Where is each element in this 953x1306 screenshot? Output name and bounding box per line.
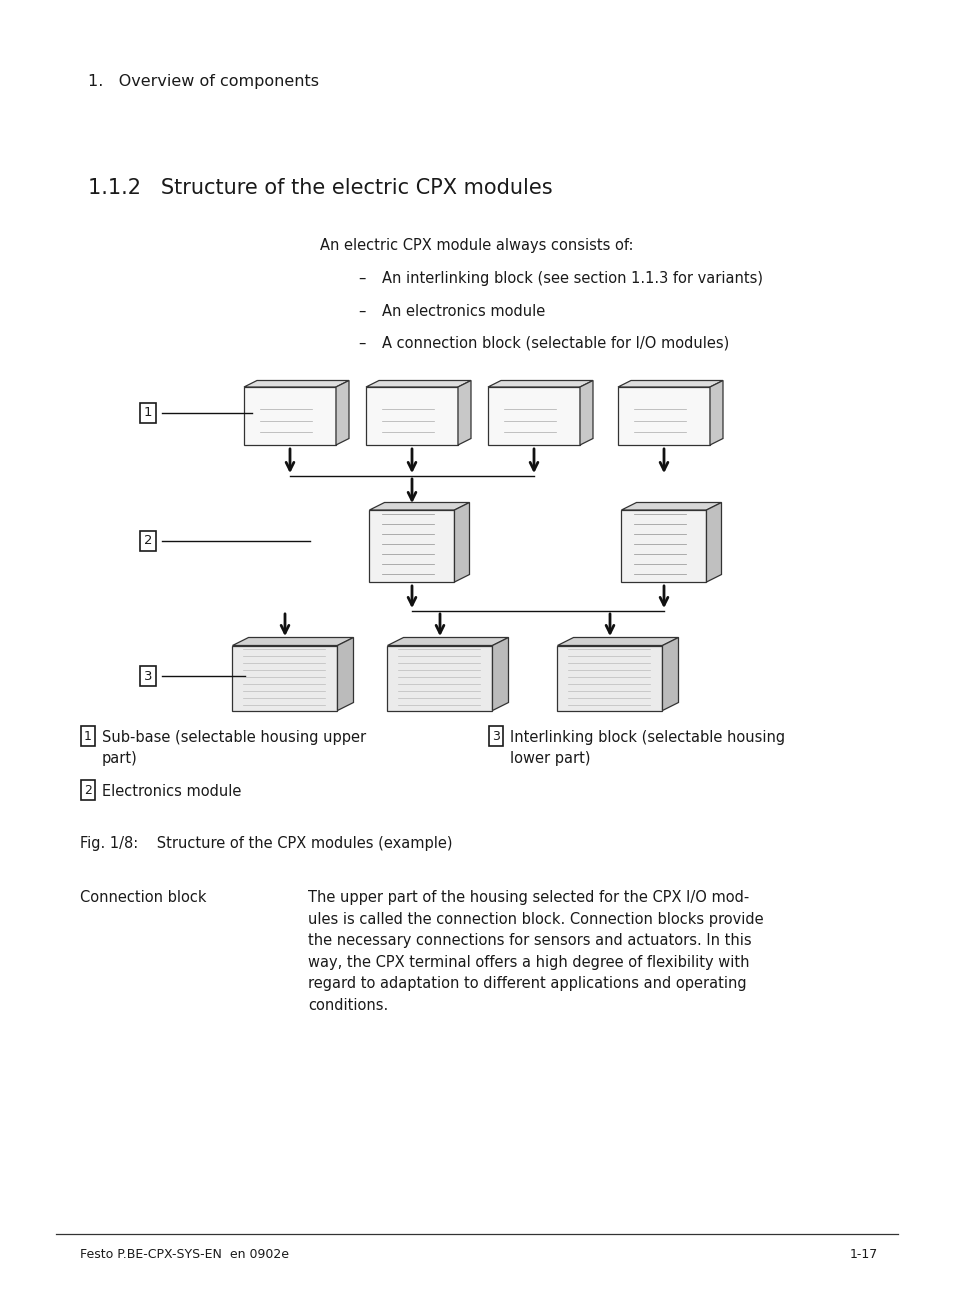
Polygon shape (233, 645, 337, 710)
Polygon shape (492, 637, 508, 710)
Text: The upper part of the housing selected for the CPX I/O mod-
ules is called the c: The upper part of the housing selected f… (308, 889, 762, 1013)
Polygon shape (337, 637, 354, 710)
Polygon shape (233, 637, 354, 645)
Polygon shape (335, 380, 349, 445)
Text: –: – (357, 304, 365, 319)
Polygon shape (366, 380, 471, 387)
Text: A connection block (selectable for I/O modules): A connection block (selectable for I/O m… (381, 336, 728, 351)
Polygon shape (488, 387, 579, 445)
Text: Electronics module: Electronics module (102, 784, 241, 799)
Polygon shape (620, 503, 720, 511)
Polygon shape (369, 503, 469, 511)
Text: 1: 1 (144, 406, 152, 419)
Text: 1.1.2   Structure of the electric CPX modules: 1.1.2 Structure of the electric CPX modu… (88, 178, 552, 199)
Text: 1: 1 (84, 730, 91, 743)
Polygon shape (618, 387, 709, 445)
Text: 1.   Overview of components: 1. Overview of components (88, 74, 318, 89)
Text: 1-17: 1-17 (849, 1249, 877, 1262)
Polygon shape (387, 637, 508, 645)
Text: Festo P.BE-CPX-SYS-EN  en 0902e: Festo P.BE-CPX-SYS-EN en 0902e (80, 1249, 289, 1262)
Text: Interlinking block (selectable housing
lower part): Interlinking block (selectable housing l… (510, 730, 784, 767)
Polygon shape (709, 380, 722, 445)
Polygon shape (557, 645, 661, 710)
Polygon shape (387, 645, 492, 710)
Polygon shape (620, 511, 706, 582)
Text: 2: 2 (144, 534, 152, 547)
Text: –: – (357, 336, 365, 351)
Text: 3: 3 (144, 670, 152, 683)
Polygon shape (557, 637, 678, 645)
Text: Fig. 1/8:    Structure of the CPX modules (example): Fig. 1/8: Structure of the CPX modules (… (80, 836, 452, 852)
Polygon shape (244, 380, 349, 387)
Polygon shape (454, 503, 469, 582)
Polygon shape (457, 380, 471, 445)
Polygon shape (661, 637, 678, 710)
Text: An electric CPX module always consists of:: An electric CPX module always consists o… (320, 238, 633, 253)
Polygon shape (488, 380, 593, 387)
Polygon shape (244, 387, 335, 445)
Polygon shape (366, 387, 457, 445)
Text: –: – (357, 272, 365, 286)
Text: 3: 3 (492, 730, 499, 743)
Text: 2: 2 (84, 784, 91, 797)
Text: An electronics module: An electronics module (381, 304, 545, 319)
Polygon shape (706, 503, 720, 582)
Text: An interlinking block (see section 1.1.3 for variants): An interlinking block (see section 1.1.3… (381, 272, 762, 286)
Text: Connection block: Connection block (80, 889, 206, 905)
Polygon shape (579, 380, 593, 445)
Polygon shape (618, 380, 722, 387)
Polygon shape (369, 511, 454, 582)
Text: Sub-base (selectable housing upper
part): Sub-base (selectable housing upper part) (102, 730, 366, 767)
